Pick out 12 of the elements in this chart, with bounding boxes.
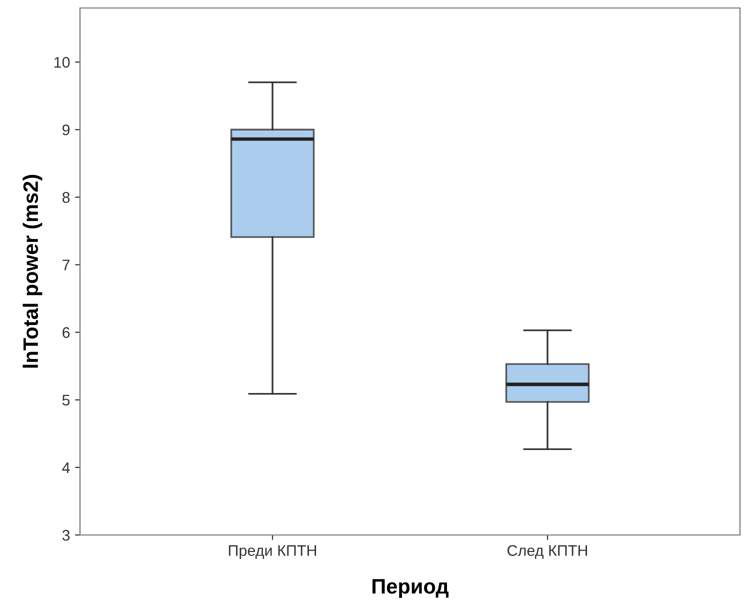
y-tick-label: 7 [62, 260, 70, 270]
y-tick-label: 9 [62, 124, 70, 136]
y-tick-label: 5 [62, 394, 70, 406]
y-axis-title: lnTotal power (ms2) [22, 174, 42, 368]
x-tick-label: Преди КПТН [228, 545, 316, 559]
x-tick-label: След КПТН [508, 545, 588, 559]
y-tick-label: 6 [62, 327, 70, 338]
x-axis-title: Период [372, 579, 448, 598]
y-tick-label: 4 [62, 462, 70, 473]
y-tick-label: 3 [62, 530, 70, 541]
y-tick-label: 8 [62, 192, 70, 203]
y-tick-label: 10 [54, 56, 70, 68]
